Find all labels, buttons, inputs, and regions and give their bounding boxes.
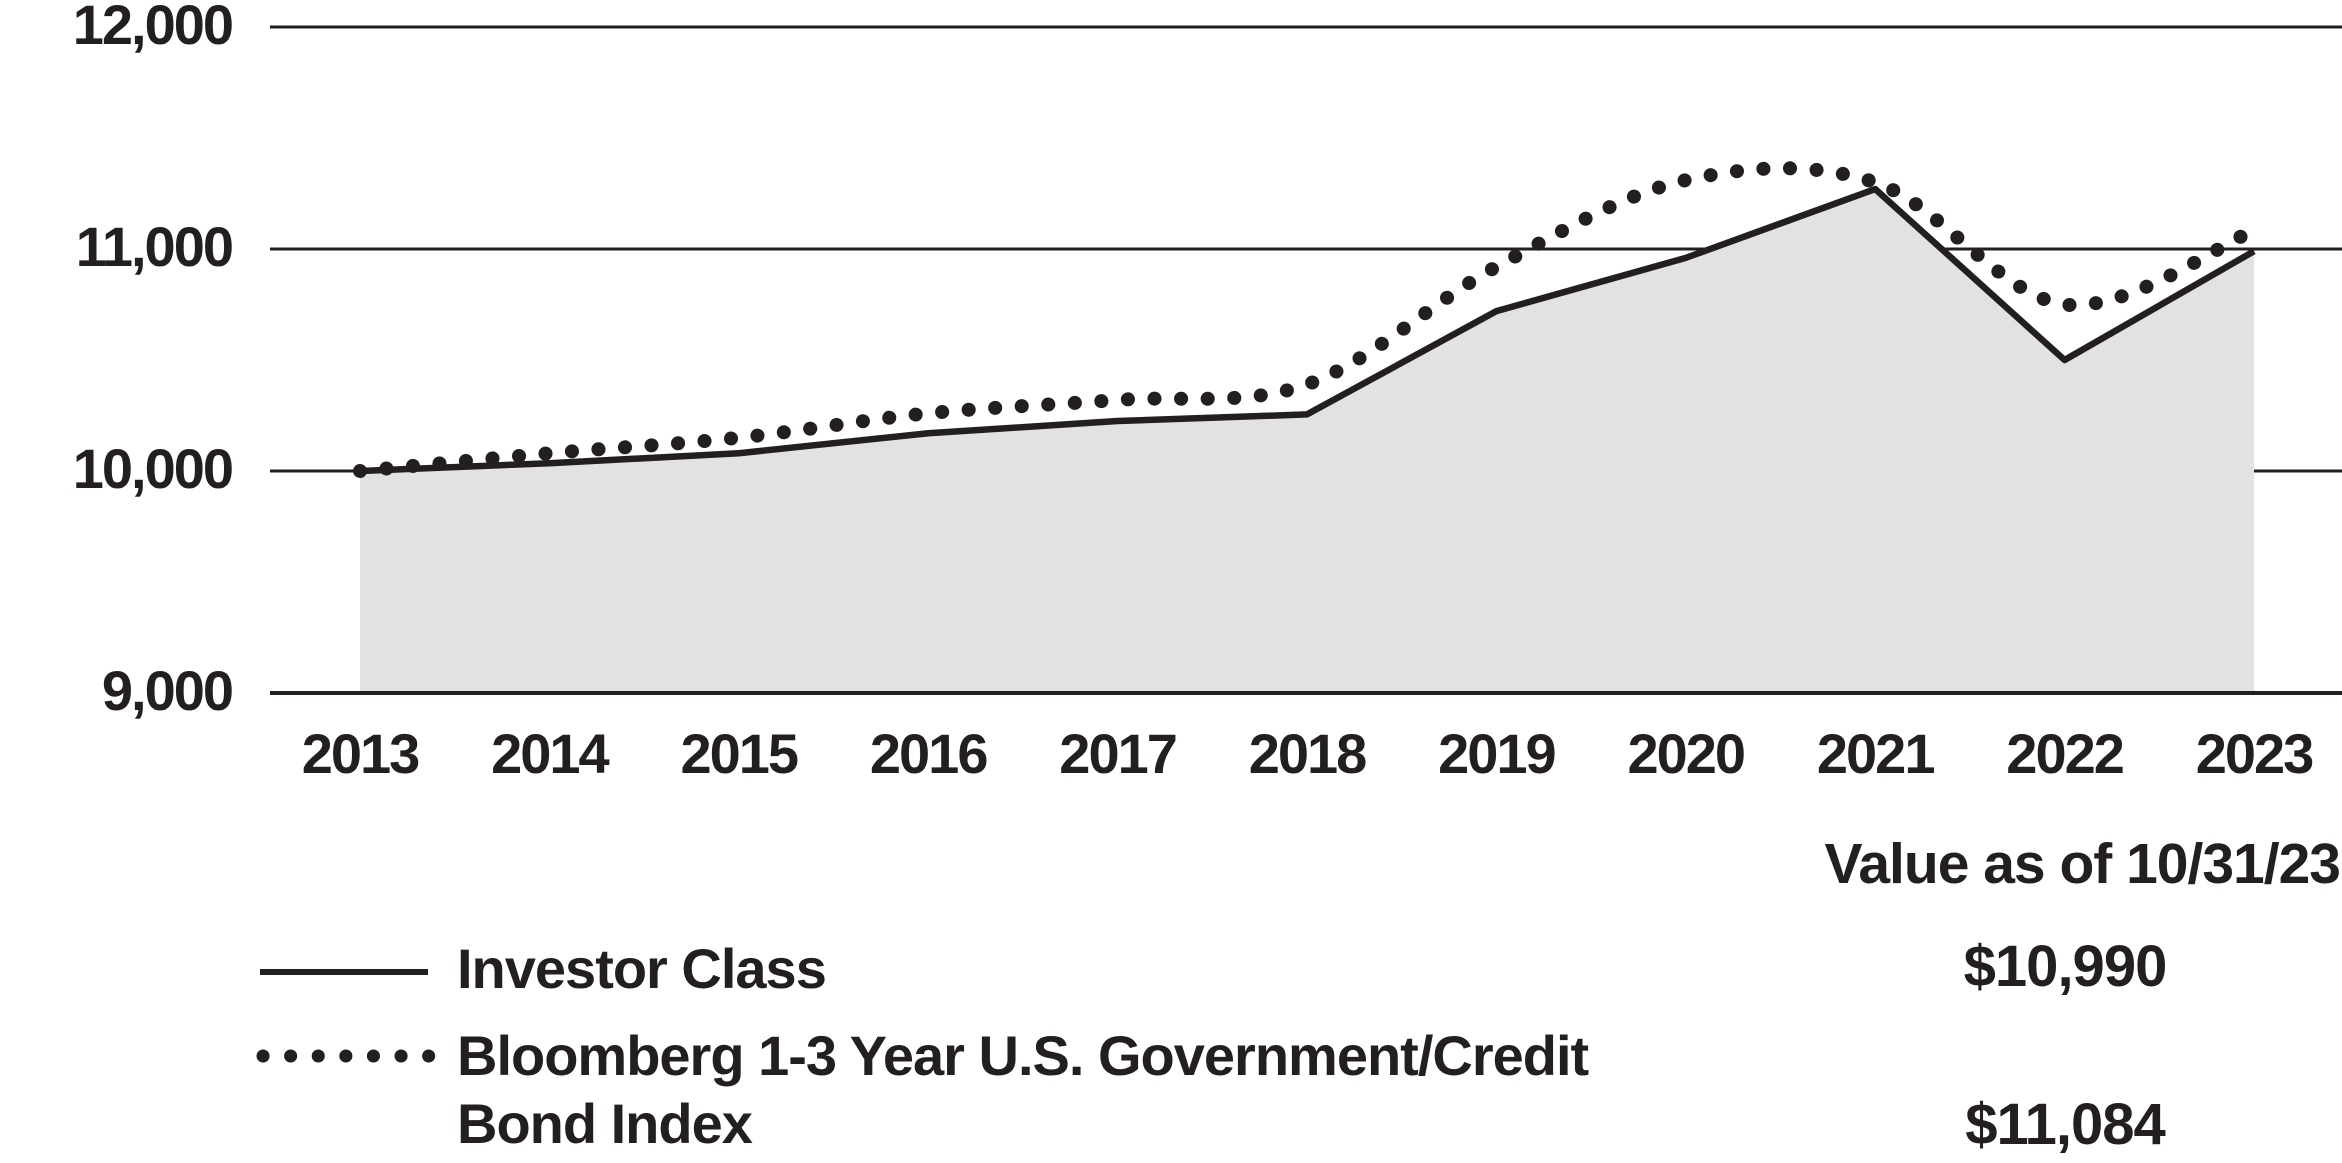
x-axis-tick-label: 2013 bbox=[301, 722, 421, 785]
x-axis-tick-label: 2015 bbox=[680, 722, 800, 785]
x-axis-tick-label: 2023 bbox=[2195, 722, 2315, 785]
benchmark-dotted-line bbox=[353, 161, 2261, 478]
investor-class-area-fill bbox=[360, 189, 2254, 693]
y-axis-tick-label: 9,000 bbox=[101, 659, 234, 722]
y-axis-tick-label: 10,000 bbox=[72, 437, 234, 500]
x-axis-tick-label: 2022 bbox=[2006, 722, 2125, 785]
legend-label-benchmark: Bloomberg 1-3 Year U.S. Government/Credi… bbox=[457, 1022, 1589, 1158]
investor-class-solid-line-swatch bbox=[260, 969, 428, 975]
y-axis-tick-label: 11,000 bbox=[75, 215, 234, 278]
x-axis-tick-label: 2017 bbox=[1059, 722, 1178, 785]
legend-label-investor-class: Investor Class bbox=[457, 937, 827, 1000]
x-axis-tick-label: 2019 bbox=[1438, 722, 1557, 785]
y-axis-tick-label: 12,000 bbox=[72, 0, 234, 56]
plot-area bbox=[270, 25, 2342, 695]
legend-label-benchmark-line2: Bond Index bbox=[457, 1092, 753, 1155]
x-axis-tick-label: 2014 bbox=[491, 722, 610, 785]
investor-class-ending-value: $10,990 bbox=[1963, 934, 2168, 999]
x-axis-tick-label: 2016 bbox=[869, 722, 989, 785]
legend-label-benchmark-line1: Bloomberg 1-3 Year U.S. Government/Credi… bbox=[457, 1024, 1589, 1087]
benchmark-ending-value: $11,084 bbox=[1965, 1092, 2165, 1157]
investor-class-line bbox=[359, 185, 2256, 475]
x-axis-tick-label: 2021 bbox=[1816, 722, 1936, 785]
value-as-of-header: Value as of 10/31/23 bbox=[1824, 832, 2341, 896]
x-axis-tick-label: 2018 bbox=[1248, 722, 1368, 785]
benchmark-dotted-line-swatch bbox=[256, 1049, 436, 1063]
x-axis-tick-label: 2020 bbox=[1627, 722, 1747, 785]
